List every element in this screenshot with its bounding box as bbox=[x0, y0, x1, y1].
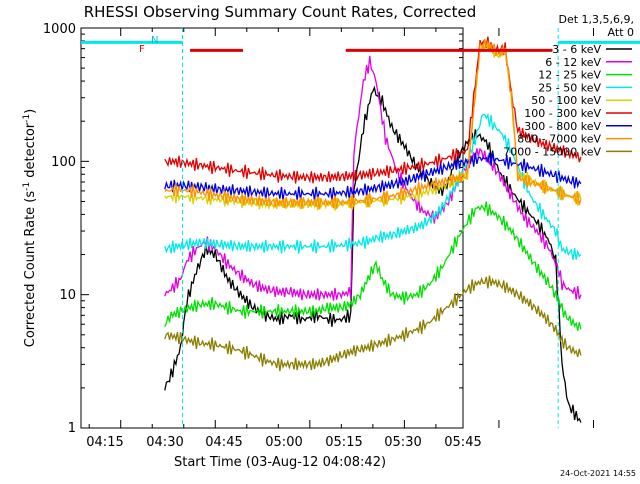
series-line-4 bbox=[164, 40, 582, 211]
y-tick-label-10: 10 bbox=[59, 288, 76, 303]
y-tick-label-100: 100 bbox=[51, 155, 76, 170]
x-tick-label-0430: 04:30 bbox=[146, 435, 183, 450]
legend-label-2: 12 - 25 keV bbox=[538, 69, 601, 82]
y-axis-label-mid: detector bbox=[23, 122, 38, 182]
legend-label-4: 50 - 100 keV bbox=[531, 94, 601, 107]
legend-label-5: 100 - 300 keV bbox=[524, 107, 601, 120]
y-tick-label-1000: 1000 bbox=[43, 22, 76, 37]
legend-label-1: 6 - 12 keV bbox=[545, 56, 601, 69]
series-line-7 bbox=[164, 39, 582, 210]
y-axis-label-sup2: -1 bbox=[22, 114, 32, 123]
plot-frame bbox=[80, 27, 464, 429]
flag-label-f: F bbox=[139, 44, 145, 55]
series-line-8 bbox=[164, 275, 582, 372]
legend-label-3: 25 - 50 keV bbox=[538, 81, 601, 94]
x-axis-label: Start Time (03-Aug-12 04:08:42) bbox=[174, 455, 386, 470]
series-line-1 bbox=[164, 55, 582, 301]
flag-layer bbox=[81, 28, 640, 428]
legend-header-1: Det 1,3,5,6,9, bbox=[558, 13, 634, 26]
legend-header-2: Att 0 bbox=[608, 26, 634, 39]
y-axis-label-sup1: -1 bbox=[22, 182, 32, 191]
x-tick-label-0415: 04:15 bbox=[86, 435, 123, 450]
legend-label-8: 7000 - 15000 keV bbox=[503, 145, 601, 158]
y-tick-label-1: 1 bbox=[68, 421, 76, 436]
legend-label-0: 3 - 6 keV bbox=[552, 43, 601, 56]
x-tick-label-0545: 05:45 bbox=[444, 435, 481, 450]
y-axis-label-main: Corrected Count Rate (s bbox=[23, 191, 38, 348]
x-tick-label-0515: 05:15 bbox=[325, 435, 362, 450]
series-line-3 bbox=[164, 112, 582, 260]
flag-label-n: N bbox=[151, 35, 158, 46]
series-layer bbox=[164, 36, 582, 423]
x-tick-label-0530: 05:30 bbox=[384, 435, 421, 450]
series-line-5 bbox=[164, 36, 582, 184]
chart-title: RHESSI Observing Summary Count Rates, Co… bbox=[84, 3, 477, 21]
legend-label-7: 800 - 7000 keV bbox=[517, 133, 601, 146]
series-line-2 bbox=[164, 201, 582, 331]
footer-timestamp: 24-Oct-2021 14:55 bbox=[560, 469, 636, 478]
legend-label-6: 300 - 800 keV bbox=[524, 120, 601, 133]
x-tick-label-0500: 05:00 bbox=[265, 435, 302, 450]
y-axis-label-end: ) bbox=[23, 109, 38, 114]
x-tick-label-0445: 04:45 bbox=[205, 435, 242, 450]
y-axis-label: Corrected Count Rate (s-1 detector-1) bbox=[22, 109, 38, 347]
